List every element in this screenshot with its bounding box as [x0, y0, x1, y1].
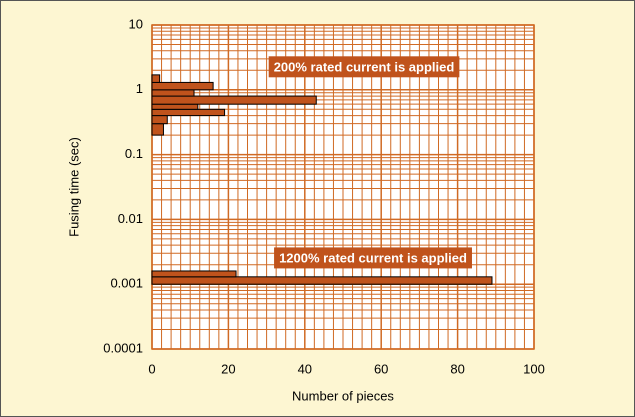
bar [151, 89, 195, 97]
annotation: 1200% rated current is applied [279, 250, 467, 265]
y-axis-label: Fusing time (sec) [66, 137, 81, 237]
x-axis-label: Number of pieces [292, 388, 394, 403]
bar [151, 95, 317, 105]
bar [151, 115, 168, 125]
x-tick-label: 20 [221, 361, 235, 376]
bar [151, 276, 493, 285]
y-tick-label: 0.01 [118, 211, 143, 226]
bar [151, 81, 214, 91]
x-tick-label: 100 [523, 361, 545, 376]
bar [151, 108, 226, 117]
y-tick-label: 0.1 [125, 146, 143, 161]
bar [151, 270, 237, 278]
plot-border [151, 24, 535, 350]
x-tick-label: 40 [298, 361, 312, 376]
annotation: 200% rated current is applied [274, 59, 455, 74]
bar [151, 123, 164, 136]
annotation-box [268, 56, 460, 78]
y-tick-label: 1 [136, 81, 143, 96]
x-tick-label: 80 [450, 361, 464, 376]
y-tick-label: 0.0001 [103, 340, 143, 355]
y-tick-label: 10 [129, 16, 143, 31]
x-tick-label: 0 [148, 361, 155, 376]
bar [151, 103, 199, 110]
annotation-box [274, 247, 472, 269]
y-tick-label: 0.001 [110, 276, 143, 291]
bar [151, 74, 161, 83]
x-tick-label: 60 [374, 361, 388, 376]
